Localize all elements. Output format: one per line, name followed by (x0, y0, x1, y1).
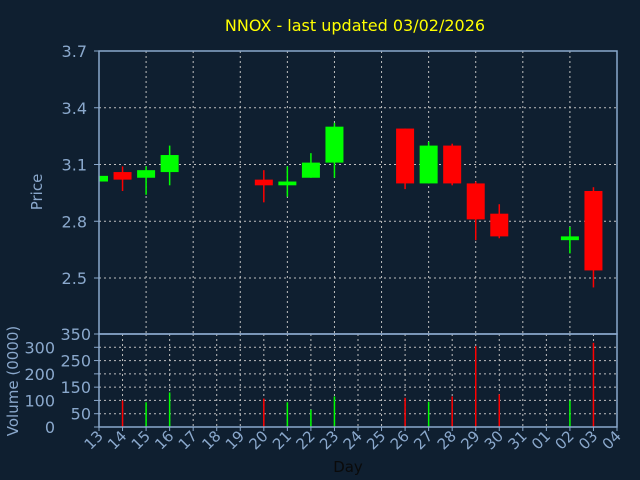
price-tick-label: 2.8 (62, 212, 87, 231)
volume-tick-label: 250 (60, 352, 91, 371)
candle-body (584, 190, 603, 271)
x-ticks: 1314151617181920212223242526272829303101… (81, 427, 625, 453)
volume-tick-label: 350 (60, 325, 91, 344)
price-axis-label: Price (28, 174, 46, 211)
chart-title: NNOX - last updated 03/02/2026 (225, 16, 485, 35)
candle-body (325, 126, 344, 163)
volume-tick-label: 200 (24, 365, 55, 384)
candle-body (560, 236, 579, 241)
candle-body (443, 145, 462, 184)
price-y-ticks: 3.7 3.4 3.1 2.8 2.5 (62, 42, 87, 288)
candle-body (466, 183, 485, 220)
candle-body (278, 181, 297, 186)
volume-axis-label: Volume (0000) (4, 326, 22, 436)
x-axis-label: Day (333, 458, 363, 476)
candle-group (99, 122, 603, 288)
volume-bars (121, 342, 595, 427)
candle-body (254, 179, 273, 186)
candle-body (419, 145, 438, 184)
candle-body (113, 172, 132, 180)
volume-tick-label: 0 (45, 418, 55, 437)
price-tick-label: 3.7 (62, 42, 87, 61)
volume-tick-label: 300 (24, 338, 55, 357)
candles (99, 122, 603, 288)
candle-body (301, 162, 320, 178)
volume-tick-label: 100 (24, 391, 55, 410)
volume-panel-frame (98, 333, 618, 428)
candle-body (137, 170, 156, 178)
price-tick-label: 2.5 (62, 269, 87, 288)
candle-body (99, 175, 108, 182)
candle-body (396, 128, 415, 184)
volume-tick-label: 50 (71, 405, 91, 424)
candle-body (160, 155, 179, 173)
volume-tick-label: 150 (60, 378, 91, 397)
price-tick-label: 3.1 (62, 156, 87, 175)
candle-body (490, 213, 509, 237)
price-tick-label: 3.4 (62, 99, 87, 118)
volume-y-ticks: 350 300 250 200 150 100 50 0 (24, 325, 91, 437)
